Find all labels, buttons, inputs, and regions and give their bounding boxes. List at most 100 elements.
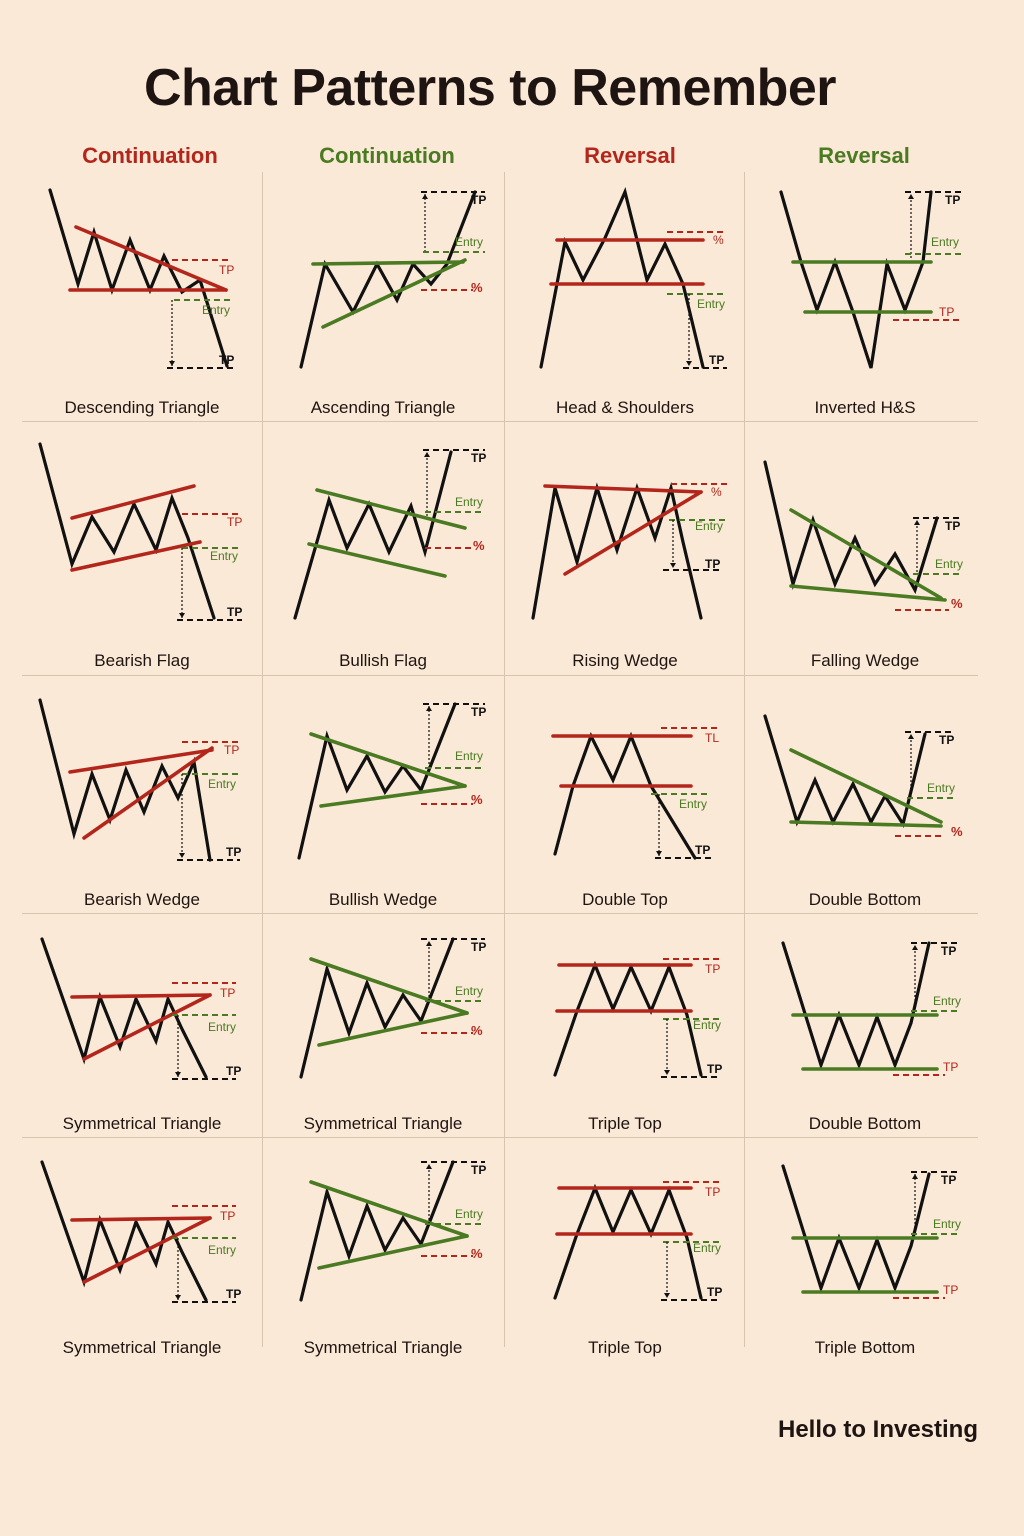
pattern-diagram: TP Entry% xyxy=(299,937,486,1079)
pattern-card-symmetrical-triangle: TP Entry% Symmetrical Triangle xyxy=(263,915,503,1137)
resistance-line xyxy=(311,260,465,266)
tp-label: TP xyxy=(471,451,486,465)
tp-label: TP xyxy=(695,843,710,857)
tp-label: TP xyxy=(707,1062,722,1076)
pattern-label: Bearish Flag xyxy=(94,651,190,670)
pattern-diagram: % Entry TP xyxy=(531,481,727,620)
target-arrow-arrowhead xyxy=(686,361,692,366)
tp-label: TP xyxy=(945,519,960,533)
pattern-diagram: TP Entry% xyxy=(763,714,963,839)
stop-label: % xyxy=(711,485,722,499)
pattern-diagram: TP Entry% xyxy=(299,1160,486,1302)
tp-label: TP xyxy=(943,1283,958,1297)
target-arrow-arrowhead xyxy=(426,941,432,946)
tp-label: TP xyxy=(941,944,956,958)
lower-channel xyxy=(70,540,202,572)
column-header-4: Reversal xyxy=(818,143,910,168)
support-line xyxy=(789,584,947,602)
stop-label: % xyxy=(473,538,485,553)
price-line xyxy=(40,937,208,1079)
support-line xyxy=(563,490,703,576)
entry-label: Entry xyxy=(697,297,725,311)
entry-label: Entry xyxy=(210,549,238,563)
pattern-diagram: TP Entry TP xyxy=(553,958,722,1078)
pattern-card-rising-wedge: % Entry TP Rising Wedge xyxy=(505,422,745,674)
pattern-label: Bearish Wedge xyxy=(84,890,200,909)
tp-label: TP xyxy=(224,743,239,757)
grid-divider xyxy=(22,1137,978,1138)
tp-label: TP xyxy=(709,353,724,367)
tp-label: TP xyxy=(219,353,234,367)
pattern-diagram: TL Entry TP xyxy=(551,727,719,860)
support-line xyxy=(319,784,467,808)
resistance-line xyxy=(70,993,212,999)
pattern-card-bearish-wedge: TP Entry TP Bearish Wedge xyxy=(22,676,262,914)
entry-label: Entry xyxy=(927,781,955,795)
entry-label: Entry xyxy=(933,1217,961,1231)
pattern-label: Symmetrical Triangle xyxy=(62,1338,222,1357)
column-header-2: Continuation xyxy=(319,143,455,168)
lower-line xyxy=(317,1011,469,1047)
pattern-label: Symmetrical Triangle xyxy=(303,1338,463,1357)
pattern-label: Ascending Triangle xyxy=(310,398,456,417)
grid-divider xyxy=(504,172,505,1347)
pattern-label: Triple Top xyxy=(588,1114,662,1133)
tp-label: TP xyxy=(471,940,486,954)
grid-divider xyxy=(22,675,978,676)
grid-divider xyxy=(22,913,978,914)
pattern-label: Inverted H&S xyxy=(814,398,916,417)
pattern-card-bullish-wedge: TP Entry% Bullish Wedge xyxy=(263,676,503,914)
target-arrow-arrowhead xyxy=(670,563,676,568)
pattern-label: Double Top xyxy=(582,890,668,909)
tp-label: TP xyxy=(471,193,486,207)
pattern-label: Descending Triangle xyxy=(64,398,220,417)
tp-label: TP xyxy=(226,1064,241,1078)
entry-label: Entry xyxy=(933,994,961,1008)
grid-divider xyxy=(262,172,263,1347)
target-arrow-arrowhead xyxy=(424,452,430,457)
pattern-diagram: TP Entry TP xyxy=(40,937,241,1080)
pattern-label: Symmetrical Triangle xyxy=(303,1114,463,1133)
price-line xyxy=(553,1183,703,1300)
entry-label: Entry xyxy=(202,303,230,317)
grid-divider xyxy=(744,172,745,1347)
target-arrow-arrowhead xyxy=(175,1072,181,1077)
pattern-label: Bullish Wedge xyxy=(328,890,438,909)
upper-channel xyxy=(315,488,467,530)
price-line xyxy=(40,1160,208,1302)
pattern-label: Triple Top xyxy=(588,1338,662,1357)
support-line xyxy=(82,746,214,840)
pattern-label: Bullish Flag xyxy=(339,651,427,670)
entry-label: Entry xyxy=(455,984,483,998)
resistance-line xyxy=(68,748,214,774)
pattern-diagram: TP Entry TP xyxy=(781,1164,961,1299)
pattern-label: Symmetrical Triangle xyxy=(62,1114,222,1133)
target-arrow-arrowhead xyxy=(908,734,914,739)
pattern-label: Triple Bottom xyxy=(814,1338,916,1357)
column-header-3: Reversal xyxy=(584,143,676,168)
entry-label: Entry xyxy=(695,519,723,533)
resistance-line xyxy=(70,1216,212,1222)
pattern-card-falling-wedge: TP Entry% Falling Wedge xyxy=(745,422,985,674)
page-title: Chart Patterns to Remember xyxy=(143,59,837,117)
tp-label: TP xyxy=(943,1060,958,1074)
tp-label: TP xyxy=(705,557,720,571)
price-line xyxy=(38,442,216,620)
price-line xyxy=(779,190,933,369)
entry-label: Entry xyxy=(931,235,959,249)
pattern-diagram: TP Entry% xyxy=(299,190,486,369)
stop-label: % xyxy=(471,1023,483,1038)
resistance-line xyxy=(74,225,228,292)
entry-label: Entry xyxy=(455,495,483,509)
price-line xyxy=(293,450,453,620)
pattern-card-bullish-flag: TP Entry% Bullish Flag xyxy=(263,422,503,674)
entry-label: Entry xyxy=(693,1241,721,1255)
target-arrow-arrowhead xyxy=(914,520,920,525)
pattern-label: Double Bottom xyxy=(808,1114,922,1133)
lower-line xyxy=(317,1234,469,1270)
target-arrow-arrowhead xyxy=(664,1293,670,1298)
pattern-card-head-shoulders: % Entry TP Head & Shoulders xyxy=(505,172,745,420)
pattern-card-triple-top: TP Entry TP Triple Top xyxy=(505,1138,745,1357)
target-arrow-arrowhead xyxy=(422,194,428,199)
pattern-card-triple-bottom: TP Entry TP Triple Bottom xyxy=(745,1138,985,1357)
